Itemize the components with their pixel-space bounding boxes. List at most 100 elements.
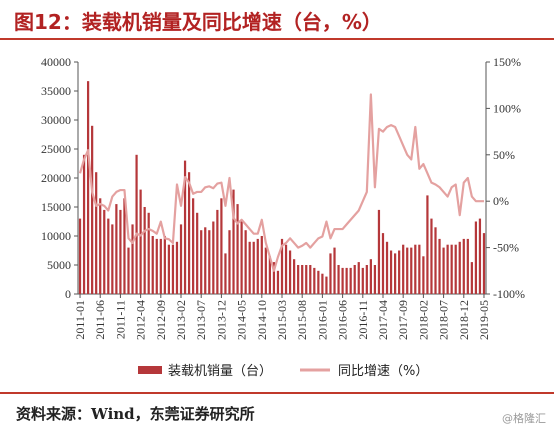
- bar: [466, 238, 469, 294]
- source-bar: 资料来源：Wind，东莞证券研究所 @格隆汇: [0, 392, 554, 433]
- bar: [272, 262, 276, 294]
- bar: [119, 209, 122, 294]
- bar: [430, 218, 433, 294]
- x-tick-label: 2011-01: [73, 300, 87, 340]
- x-tick-label: 2016-11: [356, 300, 370, 340]
- x-tick-label: 2015-03: [275, 300, 289, 340]
- x-tick-label: 2017-09: [396, 300, 410, 340]
- chart-title: 图12：装载机销量及同比增速（台，%）: [14, 10, 382, 34]
- bar: [357, 262, 360, 294]
- bar: [317, 270, 320, 294]
- bar: [329, 253, 332, 294]
- bar: [462, 238, 465, 294]
- bar: [78, 218, 82, 294]
- watermark: @格隆汇: [502, 412, 546, 425]
- x-tick-label: 2011-11: [113, 300, 127, 339]
- bar: [131, 224, 134, 294]
- bar: [204, 227, 207, 294]
- legend-line-label: 同比增速（%）: [338, 364, 428, 379]
- bar: [410, 247, 413, 294]
- x-tick-label: 2014-10: [255, 300, 269, 340]
- bar: [454, 244, 457, 294]
- bar: [393, 253, 397, 294]
- left-axis: 0 5000 10000 15000 20000 25000 30000 35000 40000: [41, 55, 78, 301]
- right-tick-label: 0%: [493, 194, 509, 208]
- x-tick-label: 2018-02: [416, 300, 430, 340]
- bar: [268, 256, 271, 294]
- right-axis: -100% -50% 0% 50% 100% 150%: [486, 55, 525, 301]
- left-tick-label: 10000: [41, 229, 71, 243]
- left-tick-label: 20000: [41, 171, 71, 185]
- bar: [333, 247, 336, 294]
- bar: [398, 250, 401, 294]
- bar: [179, 224, 183, 294]
- bar: [442, 247, 445, 294]
- bar: [369, 259, 372, 294]
- bar: [406, 247, 409, 294]
- bar: [377, 209, 381, 294]
- bar: [139, 189, 142, 294]
- bar: [95, 172, 98, 294]
- bar: [187, 172, 191, 294]
- x-tick-label: 2013-02: [174, 300, 188, 340]
- bar: [345, 267, 348, 294]
- bar: [305, 265, 308, 294]
- bar: [167, 244, 171, 294]
- bar: [458, 241, 461, 294]
- bar: [321, 273, 324, 294]
- bar: [107, 218, 110, 294]
- left-tick-label: 35000: [41, 84, 71, 98]
- bar: [478, 218, 482, 294]
- x-tick-label: 2013-07: [194, 300, 208, 340]
- bar: [143, 207, 146, 294]
- bar: [135, 154, 138, 294]
- x-tick-label: 2018-12: [457, 300, 471, 340]
- bar: [216, 209, 219, 294]
- bar: [284, 244, 288, 294]
- right-tick-label: 150%: [493, 55, 521, 69]
- bar: [228, 230, 231, 294]
- bar: [256, 238, 259, 294]
- left-tick-label: 30000: [41, 113, 71, 127]
- bar: [297, 265, 300, 294]
- bar: [196, 212, 199, 294]
- legend-bar-label: 装载机销量（台）: [168, 364, 272, 379]
- bar: [123, 198, 126, 294]
- bar: [482, 233, 486, 294]
- bar: [301, 265, 304, 294]
- right-tick-label: 50%: [493, 148, 515, 162]
- bar: [155, 238, 158, 294]
- bar: [402, 244, 405, 294]
- bar: [474, 221, 478, 294]
- bar: [252, 241, 255, 294]
- bar: [99, 198, 102, 294]
- left-tick-label: 40000: [41, 55, 71, 69]
- bar: [91, 125, 94, 294]
- bar: [293, 259, 296, 294]
- source-note: 资料来源：Wind，东莞证券研究所: [16, 405, 255, 423]
- bar: [414, 244, 417, 294]
- bar: [192, 198, 195, 294]
- x-axis: 2011-01 2011-06 2011-11 2012-04 2012-09 2013-…: [73, 294, 491, 340]
- bar: [313, 267, 316, 294]
- bar: [349, 267, 352, 294]
- x-tick-label: 2012-09: [154, 300, 168, 340]
- bar: [240, 221, 243, 294]
- bar: [82, 154, 86, 294]
- bar: [248, 241, 251, 294]
- x-tick-label: 2018-07: [437, 300, 451, 340]
- bar: [450, 244, 453, 294]
- right-tick-label: -100%: [493, 287, 525, 301]
- line-series: [78, 93, 484, 272]
- bar: [115, 204, 118, 294]
- bar-series: [78, 81, 486, 294]
- bar: [470, 262, 473, 294]
- bar: [446, 244, 449, 294]
- bar: [183, 160, 187, 294]
- x-tick-label: 2012-04: [134, 300, 148, 340]
- bar: [151, 236, 154, 294]
- x-tick-label: 2019-05: [477, 300, 491, 340]
- left-tick-label: 25000: [41, 142, 71, 156]
- chart: 0 5000 10000 15000 20000 25000 30000 35000 40000…: [41, 55, 525, 379]
- bar: [288, 250, 292, 294]
